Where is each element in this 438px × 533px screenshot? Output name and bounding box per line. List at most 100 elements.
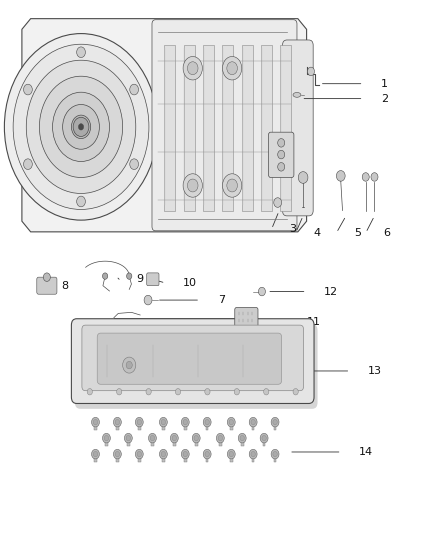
Circle shape bbox=[203, 417, 211, 427]
Bar bbox=[138, 454, 141, 462]
Circle shape bbox=[4, 34, 158, 220]
Circle shape bbox=[278, 139, 285, 147]
Bar bbox=[116, 422, 119, 430]
Circle shape bbox=[181, 417, 189, 427]
Circle shape bbox=[227, 62, 237, 75]
FancyBboxPatch shape bbox=[97, 333, 282, 384]
Circle shape bbox=[92, 449, 99, 459]
Circle shape bbox=[271, 417, 279, 427]
Circle shape bbox=[273, 419, 277, 425]
Circle shape bbox=[137, 419, 141, 425]
Circle shape bbox=[371, 173, 378, 181]
Circle shape bbox=[78, 124, 84, 130]
Bar bbox=[184, 45, 194, 211]
Text: 3: 3 bbox=[289, 224, 296, 234]
Circle shape bbox=[187, 179, 198, 192]
FancyBboxPatch shape bbox=[147, 273, 159, 286]
Circle shape bbox=[104, 435, 109, 441]
Circle shape bbox=[123, 357, 136, 373]
Circle shape bbox=[93, 419, 98, 425]
FancyBboxPatch shape bbox=[82, 325, 304, 391]
FancyBboxPatch shape bbox=[268, 132, 294, 177]
Bar bbox=[242, 45, 253, 211]
Circle shape bbox=[251, 419, 255, 425]
Circle shape bbox=[117, 389, 122, 395]
Circle shape bbox=[260, 433, 268, 443]
Circle shape bbox=[181, 449, 189, 459]
Circle shape bbox=[336, 171, 345, 181]
Circle shape bbox=[13, 44, 149, 209]
Circle shape bbox=[159, 417, 167, 427]
Circle shape bbox=[93, 451, 98, 457]
Circle shape bbox=[172, 435, 177, 441]
Circle shape bbox=[53, 92, 110, 161]
Bar bbox=[230, 422, 233, 430]
Bar bbox=[162, 454, 165, 462]
Text: 4: 4 bbox=[313, 228, 320, 238]
Circle shape bbox=[205, 419, 209, 425]
Polygon shape bbox=[22, 19, 307, 232]
Circle shape bbox=[216, 433, 224, 443]
Bar bbox=[252, 454, 254, 462]
Circle shape bbox=[137, 451, 141, 457]
Circle shape bbox=[238, 433, 246, 443]
Bar bbox=[94, 454, 97, 462]
Circle shape bbox=[170, 433, 178, 443]
Circle shape bbox=[227, 179, 237, 192]
Bar bbox=[223, 45, 233, 211]
Circle shape bbox=[278, 150, 285, 159]
Circle shape bbox=[127, 273, 132, 279]
Circle shape bbox=[113, 417, 121, 427]
Circle shape bbox=[73, 117, 89, 136]
Circle shape bbox=[262, 435, 266, 441]
FancyBboxPatch shape bbox=[71, 319, 314, 403]
Text: 12: 12 bbox=[324, 287, 338, 296]
Bar bbox=[252, 422, 254, 430]
Bar bbox=[263, 438, 265, 446]
Circle shape bbox=[87, 389, 92, 395]
Circle shape bbox=[130, 159, 138, 169]
FancyBboxPatch shape bbox=[75, 324, 318, 409]
Circle shape bbox=[271, 449, 279, 459]
Circle shape bbox=[249, 417, 257, 427]
Circle shape bbox=[115, 419, 120, 425]
Circle shape bbox=[278, 163, 285, 171]
Ellipse shape bbox=[293, 93, 301, 98]
Circle shape bbox=[205, 389, 210, 395]
Circle shape bbox=[183, 174, 202, 197]
Circle shape bbox=[175, 389, 180, 395]
Circle shape bbox=[298, 172, 308, 183]
Bar bbox=[162, 422, 165, 430]
FancyBboxPatch shape bbox=[235, 308, 258, 328]
Circle shape bbox=[240, 435, 244, 441]
Circle shape bbox=[148, 433, 156, 443]
Circle shape bbox=[223, 56, 242, 80]
Circle shape bbox=[273, 451, 277, 457]
Bar bbox=[195, 438, 198, 446]
Circle shape bbox=[249, 449, 257, 459]
Circle shape bbox=[203, 449, 211, 459]
Text: 14: 14 bbox=[359, 447, 373, 457]
Circle shape bbox=[102, 273, 108, 279]
Circle shape bbox=[192, 433, 200, 443]
Circle shape bbox=[92, 417, 99, 427]
Circle shape bbox=[183, 419, 187, 425]
Bar bbox=[280, 45, 291, 211]
FancyBboxPatch shape bbox=[37, 277, 57, 294]
Circle shape bbox=[251, 451, 255, 457]
Circle shape bbox=[102, 433, 110, 443]
Circle shape bbox=[362, 173, 369, 181]
Circle shape bbox=[258, 287, 265, 296]
Bar bbox=[151, 438, 154, 446]
Circle shape bbox=[77, 196, 85, 207]
Circle shape bbox=[39, 76, 123, 177]
Bar bbox=[230, 454, 233, 462]
Text: 11: 11 bbox=[307, 318, 321, 327]
Circle shape bbox=[63, 104, 99, 149]
Bar bbox=[261, 45, 272, 211]
Bar bbox=[184, 422, 187, 430]
Circle shape bbox=[24, 159, 32, 169]
Circle shape bbox=[135, 449, 143, 459]
Circle shape bbox=[183, 56, 202, 80]
Bar bbox=[274, 454, 276, 462]
